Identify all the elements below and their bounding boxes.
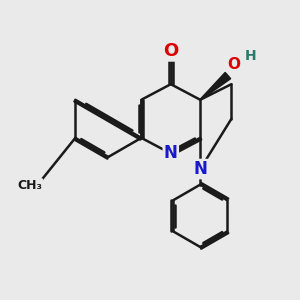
Text: O: O	[228, 57, 241, 72]
Text: N: N	[193, 160, 207, 178]
Polygon shape	[200, 72, 231, 100]
Text: H: H	[244, 50, 256, 64]
Text: CH₃: CH₃	[17, 179, 42, 192]
Text: O: O	[163, 42, 178, 60]
Text: N: N	[164, 145, 178, 163]
